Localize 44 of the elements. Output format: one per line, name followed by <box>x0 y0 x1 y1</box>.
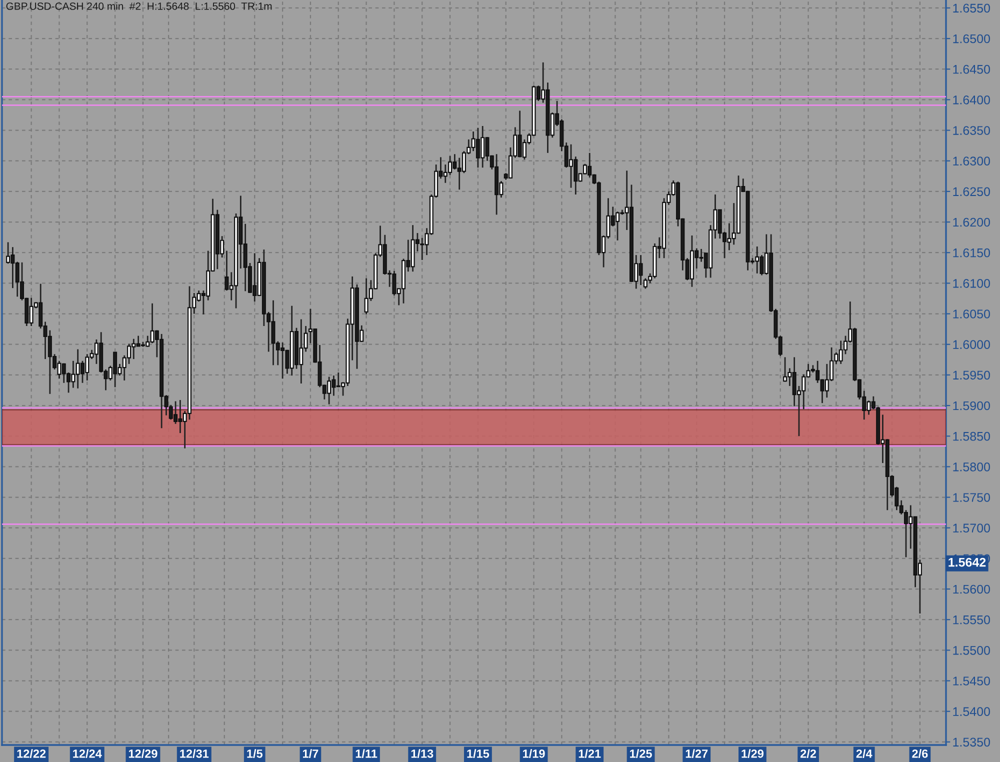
y-tick-label: 1.6200 <box>953 218 990 227</box>
chart-title: GBP.USD-CASH 240 min #2 H:1.5648 L:1.5560 TR:1m <box>6 2 272 10</box>
y-tick-label: 1.6300 <box>953 156 990 166</box>
y-tick-label: 1.5750 <box>953 493 990 502</box>
y-tick-label: 1.6050 <box>953 310 990 318</box>
y-tick-label: 1.6100 <box>953 279 990 288</box>
x-tick-label: 2/6 <box>912 749 928 758</box>
y-tick-label: 1.5950 <box>953 370 990 380</box>
candlestick <box>6 242 10 264</box>
x-tick-label: 1/13 <box>411 749 434 758</box>
y-tick-label: 1.5600 <box>953 584 990 594</box>
y-tick-label: 1.5350 <box>953 738 990 747</box>
x-tick-label: 2/2 <box>800 749 816 758</box>
y-tick-label: 1.6350 <box>953 126 990 135</box>
y-tick-label: 1.6400 <box>953 96 990 104</box>
y-tick-label: 1.5800 <box>953 462 990 472</box>
y-tick-label: 1.6450 <box>953 64 990 74</box>
y-tick-label: 1.6500 <box>953 34 990 44</box>
x-tick-label: 12/31 <box>180 749 209 758</box>
y-tick-label: 1.5450 <box>953 676 990 686</box>
y-tick-label: 1.5850 <box>953 432 990 441</box>
x-tick-label: 12/22 <box>17 749 46 758</box>
x-tick-label: 12/24 <box>73 749 102 758</box>
y-tick-label: 1.5550 <box>953 615 990 624</box>
x-tick-label: 1/5 <box>247 749 263 758</box>
y-tick-label: 1.5900 <box>953 401 990 410</box>
x-tick-label: 1/19 <box>523 749 545 758</box>
x-tick-label: 12/29 <box>128 749 158 758</box>
y-tick-label: 1.5500 <box>953 646 990 655</box>
x-tick-label: 1/21 <box>578 749 601 758</box>
y-tick-label: 1.5700 <box>953 524 990 533</box>
x-tick-label: 1/7 <box>303 749 318 758</box>
y-tick-label: 1.6150 <box>953 248 990 258</box>
y-tick-label: 1.6000 <box>953 340 990 350</box>
x-tick-label: 1/27 <box>686 749 708 758</box>
x-tick-label: 1/11 <box>356 749 378 758</box>
x-tick-label: 1/29 <box>742 749 764 758</box>
x-tick-label: 1/25 <box>630 749 652 758</box>
y-tick-label: 1.5400 <box>953 707 990 716</box>
candlestick <box>783 356 788 382</box>
x-tick-label: 1/15 <box>467 749 490 758</box>
y-tick-label: 1.6550 <box>953 4 990 13</box>
y-tick-label: 1.6250 <box>953 187 990 196</box>
x-tick-label: 2/4 <box>856 749 872 758</box>
